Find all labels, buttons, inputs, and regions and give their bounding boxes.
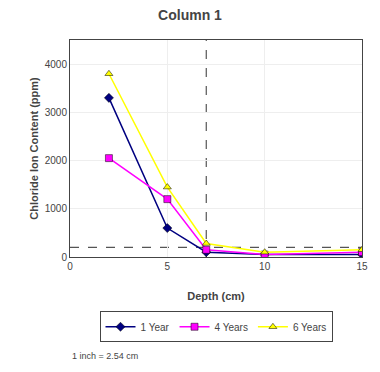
svg-text:Chloride Ion Content (ppm): Chloride Ion Content (ppm) [28,77,40,220]
svg-text:0: 0 [67,261,73,272]
svg-text:10: 10 [259,261,271,272]
svg-text:2000: 2000 [45,155,68,166]
svg-text:4 Years: 4 Years [215,322,248,333]
svg-text:Depth (cm): Depth (cm) [187,290,245,302]
svg-text:1 inch = 2.54 cm: 1 inch = 2.54 cm [72,351,138,361]
svg-text:0: 0 [61,252,67,263]
svg-text:15: 15 [356,261,368,272]
svg-text:3000: 3000 [45,107,68,118]
svg-text:1 Year: 1 Year [141,322,170,333]
svg-text:5: 5 [165,261,171,272]
svg-text:1000: 1000 [45,203,68,214]
svg-text:6 Years: 6 Years [293,322,326,333]
svg-text:Column 1: Column 1 [158,7,222,23]
svg-text:4000: 4000 [45,59,68,70]
